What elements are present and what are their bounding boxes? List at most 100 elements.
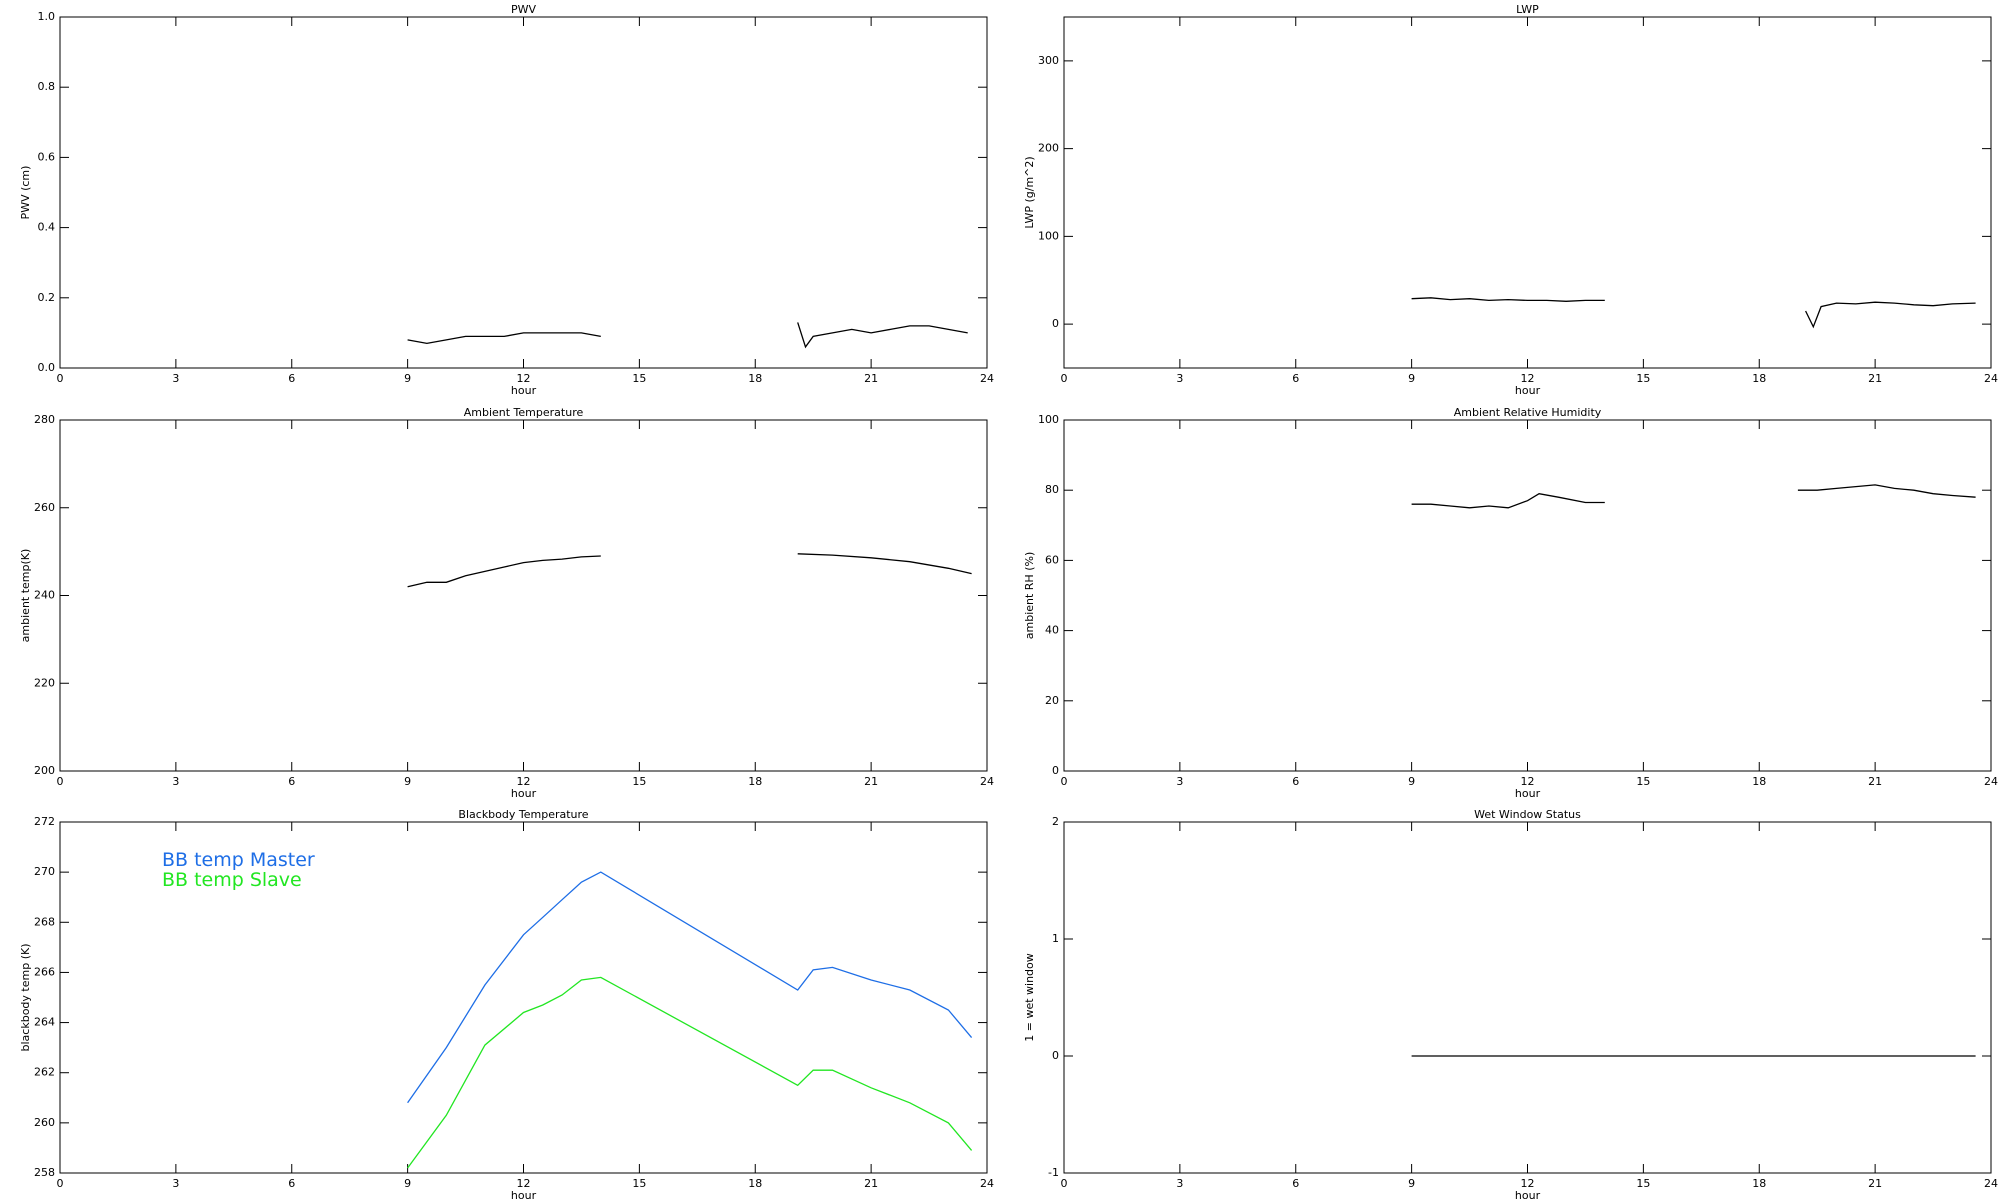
y-tick-label: 264 <box>34 1016 55 1029</box>
y-tick-label: 0 <box>1052 317 1059 330</box>
y-tick-label: 300 <box>1038 54 1059 67</box>
x-tick-label: 3 <box>172 1177 179 1190</box>
x-tick-label: 0 <box>57 372 64 385</box>
x-tick-label: 12 <box>1521 372 1535 385</box>
x-tick-label: 12 <box>1521 775 1535 788</box>
y-tick-label: 272 <box>34 815 55 828</box>
x-tick-label: 12 <box>1521 1177 1535 1190</box>
y-tick-label: 20 <box>1045 694 1059 707</box>
data-line <box>407 976 973 1169</box>
x-tick-label: 12 <box>517 775 531 788</box>
x-tick-label: 15 <box>632 372 646 385</box>
x-tick-label: 3 <box>1176 775 1183 788</box>
y-tick-label: 260 <box>34 1116 55 1129</box>
x-tick-label: 18 <box>1752 372 1766 385</box>
y-tick-label: 100 <box>1038 229 1059 242</box>
data-line <box>407 871 973 1104</box>
chart-title: Wet Window Status <box>1474 808 1581 821</box>
chart-panel: LWP hour LWP (g/m^2) 0 3 6 9 12 15 18 21 24 0 100 200 3… <box>1023 3 1998 397</box>
x-tick-label: 0 <box>57 1177 64 1190</box>
legend-entry: BB temp Slave <box>162 869 302 891</box>
y-tick-label: 0.0 <box>38 361 56 374</box>
y-tick-label: 60 <box>1045 553 1059 566</box>
x-axis-label: hour <box>1515 787 1541 800</box>
chart-title: Ambient Relative Humidity <box>1454 406 1602 419</box>
y-tick-label: 80 <box>1045 483 1059 496</box>
x-tick-label: 3 <box>172 372 179 385</box>
x-tick-label: 0 <box>1061 372 1068 385</box>
x-axis-label: hour <box>1515 384 1541 397</box>
x-tick-label: 15 <box>632 775 646 788</box>
x-tick-label: 24 <box>980 1177 994 1190</box>
x-tick-label: 9 <box>404 1177 411 1190</box>
x-tick-label: 9 <box>1408 775 1415 788</box>
x-tick-label: 3 <box>1176 372 1183 385</box>
x-tick-label: 12 <box>517 372 531 385</box>
x-tick-label: 6 <box>1292 372 1299 385</box>
x-tick-label: 24 <box>980 775 994 788</box>
y-tick-label: 0 <box>1052 1049 1059 1062</box>
plot-frame <box>59 419 988 772</box>
x-tick-label: 3 <box>1176 1177 1183 1190</box>
chart-title: LWP <box>1516 3 1539 16</box>
x-tick-label: 18 <box>1752 775 1766 788</box>
y-tick-label: 240 <box>34 589 55 602</box>
y-tick-label: 280 <box>34 413 55 426</box>
x-tick-label: 0 <box>57 775 64 788</box>
y-tick-label: 270 <box>34 865 55 878</box>
x-tick-label: 24 <box>1984 775 1998 788</box>
y-axis-label: PWV (cm) <box>19 166 32 220</box>
x-tick-label: 6 <box>288 775 295 788</box>
chart-title: Ambient Temperature <box>464 406 584 419</box>
x-tick-label: 9 <box>404 775 411 788</box>
y-tick-label: 0 <box>1052 764 1059 777</box>
y-tick-label: 0.2 <box>38 291 56 304</box>
data-line <box>1411 484 1976 509</box>
chart-panel: PWV hour PWV (cm) 0 3 6 9 12 15 18 21 24 0.0 0.2 0.4 0.… <box>19 3 994 397</box>
y-axis-label: ambient RH (%) <box>1023 552 1036 640</box>
x-axis-label: hour <box>511 1189 537 1200</box>
x-tick-label: 24 <box>980 372 994 385</box>
y-tick-label: 1 <box>1052 932 1059 945</box>
legend-entry: BB temp Master <box>162 849 315 871</box>
x-tick-label: 15 <box>632 1177 646 1190</box>
plot-frame <box>59 16 988 369</box>
chart-panel: Ambient Temperature hour ambient temp(K) 0 3… <box>19 406 994 800</box>
y-tick-label: 200 <box>34 764 55 777</box>
y-axis-label: blackbody temp (K) <box>19 944 32 1052</box>
x-tick-label: 6 <box>1292 775 1299 788</box>
x-tick-label: 15 <box>1636 1177 1650 1190</box>
x-tick-label: 21 <box>1868 372 1882 385</box>
x-tick-label: 18 <box>1752 1177 1766 1190</box>
y-axis-label: ambient temp(K) <box>19 549 32 643</box>
x-tick-label: 21 <box>1868 775 1882 788</box>
x-tick-label: 24 <box>1984 1177 1998 1190</box>
data-line <box>407 553 972 588</box>
data-line <box>407 322 968 349</box>
y-axis-label: 1 = wet window <box>1023 953 1036 1042</box>
y-tick-label: 200 <box>1038 142 1059 155</box>
y-tick-label: 0.4 <box>38 221 56 234</box>
x-tick-label: 18 <box>748 1177 762 1190</box>
y-tick-label: 1.0 <box>38 10 56 23</box>
y-tick-label: 0.6 <box>38 150 56 163</box>
x-tick-label: 21 <box>1868 1177 1882 1190</box>
x-tick-label: 9 <box>1408 1177 1415 1190</box>
plot-frame <box>1063 419 1992 772</box>
y-tick-label: -1 <box>1048 1166 1059 1179</box>
x-tick-label: 6 <box>1292 1177 1299 1190</box>
x-tick-label: 24 <box>1984 372 1998 385</box>
x-tick-label: 15 <box>1636 372 1650 385</box>
y-tick-label: 220 <box>34 676 55 689</box>
y-tick-label: 0.8 <box>38 80 56 93</box>
plot-frame <box>1063 821 1992 1174</box>
y-axis-label: LWP (g/m^2) <box>1023 156 1036 228</box>
x-tick-label: 21 <box>864 1177 878 1190</box>
data-line <box>1411 297 1976 329</box>
x-tick-label: 18 <box>748 775 762 788</box>
y-tick-label: 266 <box>34 965 55 978</box>
y-tick-label: 40 <box>1045 624 1059 637</box>
chart-panel: Blackbody Temperature hour blackbody temp … <box>19 808 994 1200</box>
x-tick-label: 12 <box>517 1177 531 1190</box>
